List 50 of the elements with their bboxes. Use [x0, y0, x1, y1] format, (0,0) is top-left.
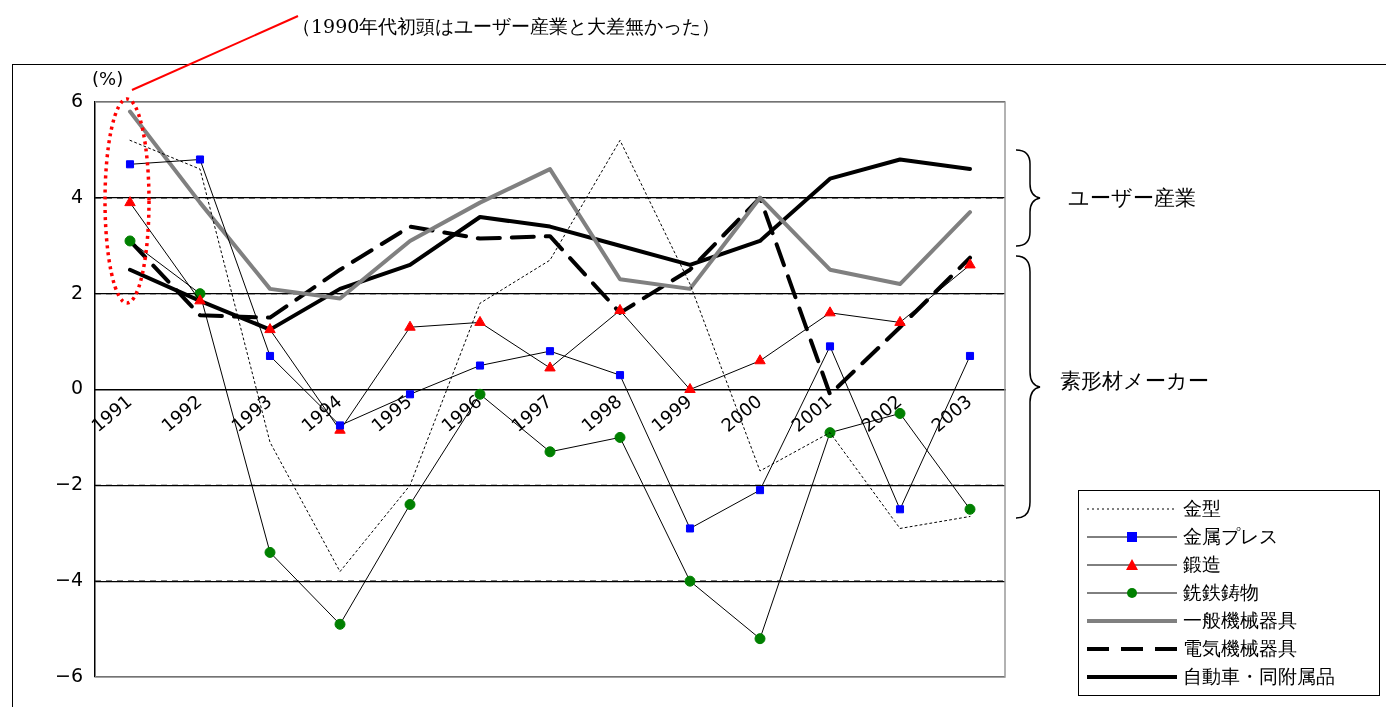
point: [964, 503, 976, 515]
point: [754, 633, 766, 645]
point: [895, 505, 905, 514]
point: [824, 306, 836, 317]
y-tick-label: −2: [54, 472, 83, 495]
point: [544, 361, 556, 372]
point: [264, 546, 276, 558]
legend-label: 自動車・同附属品: [1183, 664, 1335, 689]
point: [264, 323, 276, 334]
y-tick-label: 6: [70, 88, 83, 111]
point: [614, 303, 626, 314]
point: [825, 342, 835, 351]
point: [685, 524, 695, 533]
text: ユーザー産業: [1068, 185, 1196, 212]
point: [965, 351, 975, 360]
point: [684, 575, 696, 587]
point: [754, 354, 766, 365]
legend-label: 金型: [1183, 496, 1221, 521]
y-tick-label: 4: [70, 184, 83, 207]
y-tick-label: 0: [70, 376, 83, 399]
point: [894, 315, 906, 326]
y-tick-label: −6: [54, 663, 83, 686]
point: [404, 320, 416, 331]
point: [195, 155, 205, 164]
point: [334, 618, 346, 630]
point: [964, 258, 976, 269]
point: [614, 431, 626, 443]
point: [124, 196, 136, 207]
point: [474, 315, 486, 326]
point: [755, 486, 765, 495]
point: [684, 383, 696, 393]
legend-label: 電気機械器具: [1183, 636, 1297, 661]
point: [125, 160, 135, 169]
text: （1990年代初頭はユーザー産業と大差無かった）: [292, 14, 721, 39]
legend-label: 金属プレス: [1183, 524, 1278, 549]
point: [194, 294, 206, 305]
legend-label: 一般機械器具: [1183, 608, 1297, 633]
legend-label: 銑鉄鋳物: [1183, 580, 1259, 605]
y-tick-label: −4: [54, 568, 83, 591]
point: [124, 235, 136, 247]
text: 素形材メーカー: [1060, 368, 1209, 395]
point: [404, 499, 416, 510]
y-tick-label: 2: [70, 280, 83, 303]
legend-label: 鍛造: [1183, 552, 1221, 577]
point: [544, 446, 556, 458]
y-axis-title: (%): [92, 68, 124, 89]
point: [475, 361, 485, 370]
point: [615, 371, 625, 380]
point: [265, 351, 275, 360]
point: [545, 347, 555, 356]
